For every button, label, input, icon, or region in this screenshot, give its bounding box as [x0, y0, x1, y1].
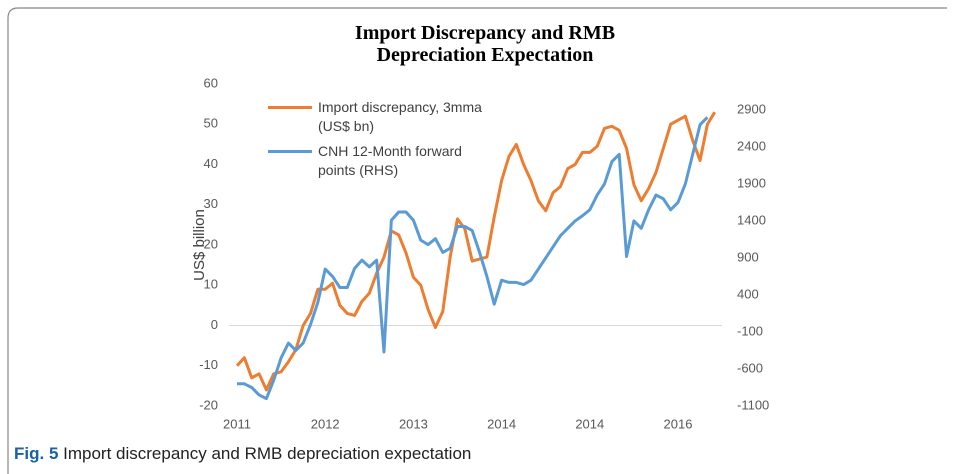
legend-swatch	[268, 106, 312, 109]
y-tick-label: 30	[204, 196, 218, 211]
legend-entry: CNH 12-Month forward points (RHS)	[268, 142, 496, 180]
legend-entry: Import discrepancy, 3mma (US$ bn)	[268, 98, 496, 136]
x-tick-label: 2014	[575, 416, 604, 431]
x-tick-label: 2011	[223, 416, 251, 431]
y2-tick-label: 900	[737, 249, 759, 264]
x-tick-label: 2014	[487, 416, 516, 431]
y-tick-label: 60	[204, 75, 218, 90]
y-tick-label: 40	[204, 156, 218, 171]
y2-tick-label: -100	[737, 323, 763, 338]
y2-tick-label: 2900	[737, 101, 766, 116]
y-tick-label: 20	[204, 236, 218, 251]
y2-tick-label: 1400	[737, 212, 766, 227]
y-tick-label: -20	[199, 397, 218, 412]
y2-tick-label: -1100	[737, 397, 769, 412]
caption-text: Import discrepancy and RMB depreciation …	[63, 444, 472, 463]
y2-tick-label: -600	[737, 360, 763, 375]
x-tick-label: 2016	[664, 416, 693, 431]
caption: Fig. 5 Import discrepancy and RMB deprec…	[14, 444, 471, 464]
y-tick-label: -10	[199, 357, 218, 372]
y-tick-label: 0	[211, 317, 218, 332]
legend-swatch	[268, 150, 312, 153]
y2-tick-label: 1900	[737, 175, 766, 190]
x-tick-label: 2013	[399, 416, 428, 431]
y2-tick-label: 400	[737, 286, 759, 301]
caption-label: Fig. 5	[14, 444, 59, 463]
y2-tick-label: 2400	[737, 138, 766, 153]
legend: Import discrepancy, 3mma (US$ bn) CNH 12-…	[268, 98, 496, 186]
legend-label: Import discrepancy, 3mma (US$ bn)	[318, 99, 482, 134]
series-line	[235, 111, 717, 392]
frame	[7, 7, 947, 474]
y-tick-label: 50	[204, 116, 218, 131]
series-line	[237, 116, 709, 401]
legend-label: CNH 12-Month forward points (RHS)	[318, 143, 462, 178]
y-axis-label: US$ billion	[191, 209, 208, 281]
y-tick-label: 10	[204, 277, 218, 292]
chart-title: Import Discrepancy and RMB Depreciation …	[354, 22, 616, 66]
x-tick-label: 2012	[311, 416, 340, 431]
